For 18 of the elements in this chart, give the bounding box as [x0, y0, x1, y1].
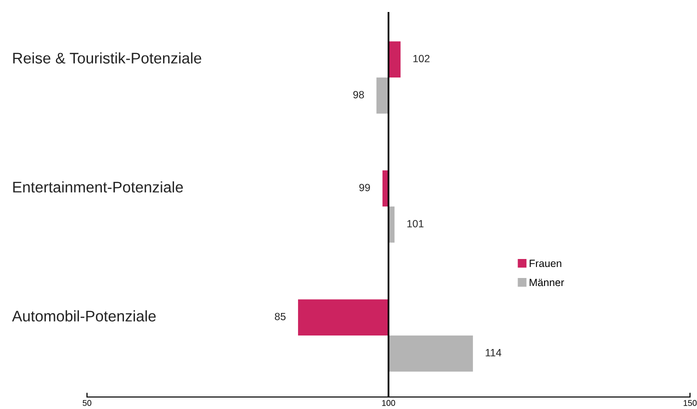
data-label: 102: [413, 54, 430, 62]
x-tick-label: 150: [684, 400, 697, 406]
bar: [388, 335, 473, 372]
y-tick-label: Entertainment-Potenziale: [13, 181, 183, 193]
data-label: 101: [407, 220, 424, 228]
data-label: 99: [359, 184, 370, 192]
data-label: 85: [274, 312, 286, 320]
x-tick-label: 50: [82, 400, 92, 406]
y-tick-label: Reise & Touristik-Potenziale: [13, 52, 202, 64]
bar: [376, 78, 388, 114]
data-label: 114: [486, 349, 502, 356]
x-tick-label: 100: [382, 400, 396, 406]
data-label: 98: [353, 91, 364, 98]
legend-label: Frauen: [530, 260, 562, 268]
bar: [298, 299, 388, 336]
bar: [388, 41, 401, 78]
legend-label: Männer: [530, 278, 564, 286]
y-tick-label: Automobil-Potenziale: [12, 310, 156, 322]
